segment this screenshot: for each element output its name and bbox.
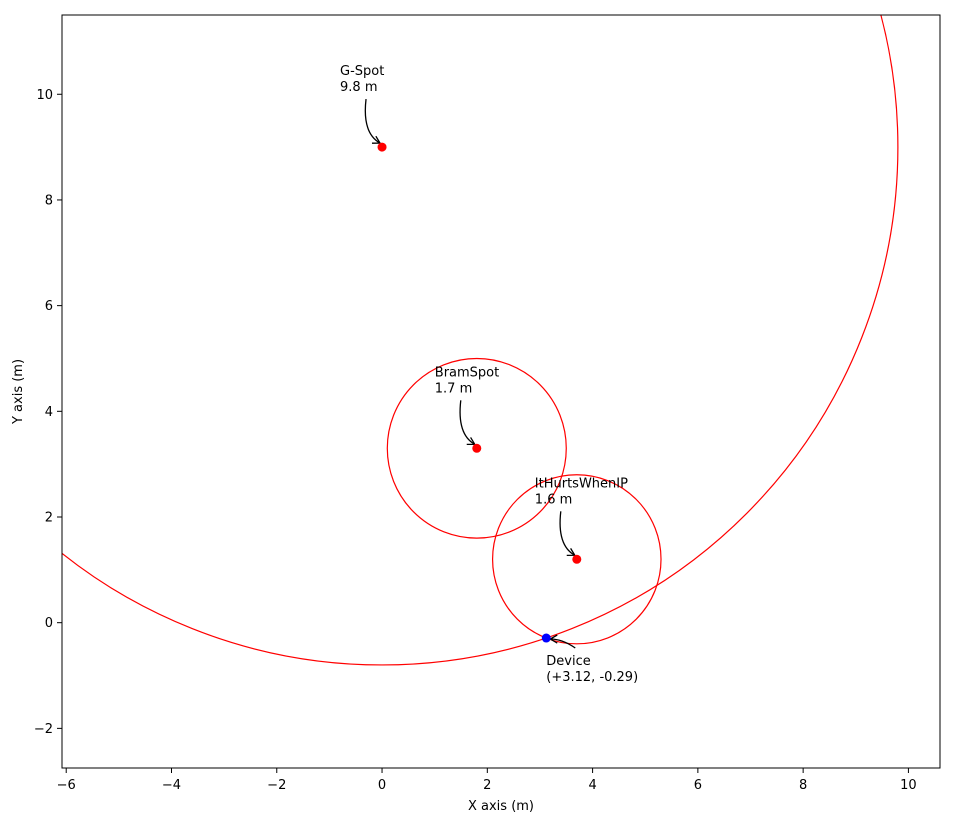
range-circle-bramspot: [386, 357, 567, 539]
y-tick-label: 2: [45, 511, 53, 526]
data-points: [377, 142, 582, 643]
y-tick-label: 8: [45, 193, 53, 208]
annotation-arrow-g-spot: [364, 99, 382, 144]
y-axis-label: Y axis (m): [11, 359, 26, 425]
y-tick-label: 6: [45, 299, 53, 314]
device-coord-label: (+3.12, -0.29): [546, 670, 638, 685]
x-axis-label: X axis (m): [468, 799, 534, 814]
annotation-arrow-ithurtswhenip: [559, 511, 576, 557]
y-tick-label: 4: [45, 405, 53, 420]
annotation-arrow-device: [548, 634, 576, 649]
x-tick-label: 6: [694, 778, 702, 793]
beacon-name-label: G-Spot: [340, 64, 384, 79]
beacon-distance-label: 1.6 m: [535, 492, 572, 507]
plot-area-background: [62, 15, 940, 768]
range-circle-ithurtswhenip: [491, 474, 662, 645]
annotation-arrows: [364, 99, 576, 649]
x-tick-label: 2: [483, 778, 491, 793]
range-circle-g-spot: [62, 15, 899, 666]
beacon-point-g-spot: [377, 142, 387, 152]
x-axis-ticks: −6 −4 −2 0 2 4 6 8 10: [57, 768, 917, 793]
device-name-label: Device: [546, 654, 590, 669]
x-tick-label: 4: [588, 778, 596, 793]
x-tick-label: −6: [57, 778, 76, 793]
y-tick-label: 0: [45, 616, 53, 631]
y-axis-ticks: −2 0 2 4 6 8 10: [34, 88, 62, 737]
y-tick-label: −2: [34, 722, 53, 737]
y-tick-label: 10: [36, 88, 53, 103]
beacon-name-label: ItHurtsWhenIP: [535, 476, 628, 491]
x-tick-label: −2: [267, 778, 286, 793]
x-tick-label: 8: [799, 778, 807, 793]
beacon-name-label: BramSpot: [435, 365, 499, 380]
range-circles: [62, 15, 899, 666]
device-point: [541, 633, 551, 643]
plot-frame: [61, 14, 941, 769]
annotation-arrow-bramspot: [459, 400, 476, 446]
beacon-point-bramspot: [472, 443, 482, 453]
beacon-distance-label: 1.7 m: [435, 381, 472, 396]
x-tick-label: −4: [162, 778, 181, 793]
beacon-distance-label: 9.8 m: [340, 80, 377, 95]
x-tick-label: 0: [378, 778, 386, 793]
beacon-point-ithurtswhenip: [572, 554, 582, 564]
x-tick-label: 10: [900, 778, 917, 793]
